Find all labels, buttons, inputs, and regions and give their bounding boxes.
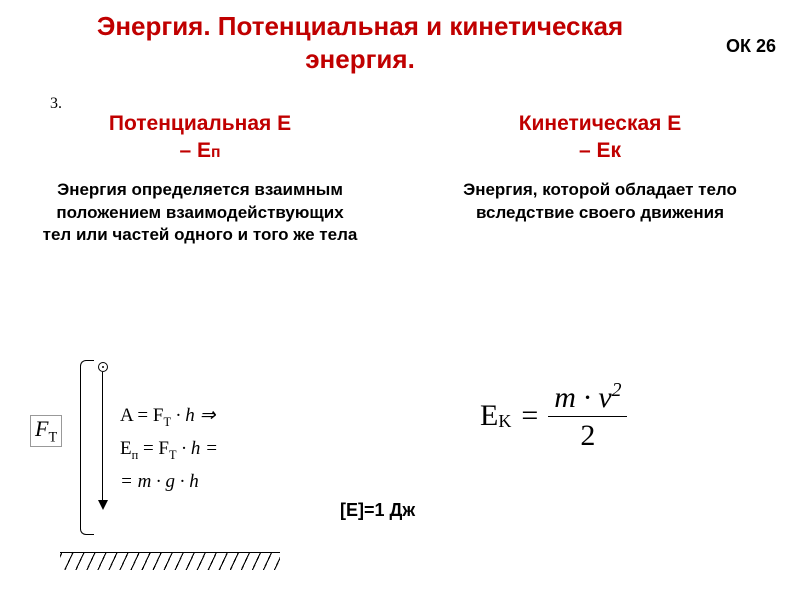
pe-l1a: A = F	[120, 405, 163, 426]
ke-eq: =	[521, 399, 538, 433]
ke-lhs-sub: K	[498, 401, 511, 432]
hatch-pattern	[60, 553, 280, 570]
content-columns: Потенциальная Е – Еп Энергия определяетс…	[0, 110, 800, 247]
ke-num: m · v	[554, 381, 611, 414]
kinetic-definition: Энергия, которой обладает тело вследстви…	[400, 179, 800, 225]
pe-formula-line3: = m · g · h	[120, 466, 218, 498]
ground-hatch	[60, 552, 280, 570]
kinetic-column: Кинетическая Е – Ек Энергия, которой обл…	[400, 110, 800, 247]
force-label-f: F	[35, 416, 48, 441]
pe-formulas: A = FТ · h ⇒ Eп = FТ · h = = m · g · h	[120, 400, 218, 498]
height-bracket	[80, 360, 94, 535]
kinetic-heading-line1: Кинетическая Е	[519, 112, 682, 135]
pe-l3: = m · g · h	[120, 471, 199, 492]
pe-l1tail: · h ⇒	[171, 405, 215, 426]
potential-heading: Потенциальная Е – Еп	[109, 110, 291, 165]
pe-l2mid: = F	[138, 438, 169, 459]
ke-fraction: m · v2 2	[548, 380, 627, 452]
pe-formula-line1: A = FТ · h ⇒	[120, 400, 218, 433]
pe-diagram: FТ A = FТ · h ⇒ Eп = FТ · h = = m · g · …	[30, 360, 280, 570]
kinetic-heading-line2: – Ек	[579, 139, 621, 162]
kinetic-heading: Кинетическая Е – Ек	[519, 110, 682, 165]
force-arrow-head	[98, 500, 108, 510]
potential-heading-sub: п	[211, 144, 221, 161]
ke-lhs: EK	[480, 399, 511, 433]
ke-num-sup: 2	[612, 380, 622, 401]
ball-icon	[98, 362, 108, 372]
potential-column: Потенциальная Е – Еп Энергия определяетс…	[0, 110, 400, 247]
ke-den: 2	[580, 417, 595, 452]
potential-heading-line1: Потенциальная Е	[109, 112, 291, 135]
pe-l2a: E	[120, 438, 132, 459]
force-arrow-line	[102, 372, 103, 502]
ke-formula: EK = m · v2 2	[480, 380, 627, 452]
pe-l2sub2: Т	[169, 448, 177, 462]
pe-l2tail: · h =	[177, 438, 218, 459]
unit-line: [Е]=1 Дж	[340, 500, 415, 521]
pe-formula-line2: Eп = FТ · h =	[120, 433, 218, 466]
potential-heading-line2-prefix: – Е	[179, 139, 211, 162]
ke-numerator: m · v2	[548, 380, 627, 417]
page-title: Энергия. Потенциальная и кинетическая эн…	[0, 0, 800, 75]
ok-label: ОК 26	[726, 36, 776, 57]
force-label-sub: Т	[48, 429, 57, 445]
ke-lhs-e: E	[480, 399, 498, 433]
force-label: FТ	[30, 415, 62, 447]
pe-l1sub: Т	[163, 415, 171, 429]
potential-definition: Энергия определяется взаимным положением…	[0, 179, 400, 248]
